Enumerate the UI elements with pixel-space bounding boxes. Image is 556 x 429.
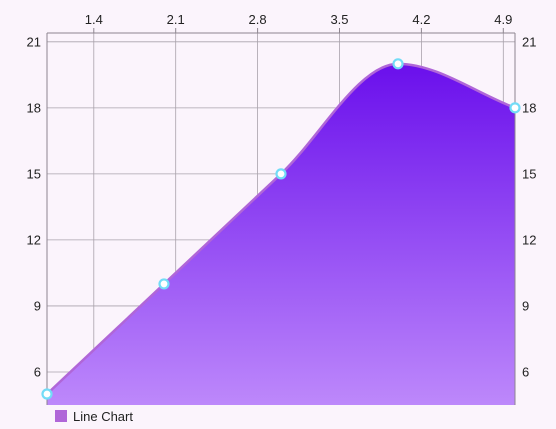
x-tick-label: 4.9 (494, 12, 512, 27)
legend: Line Chart (55, 409, 133, 424)
y-tick-label-right: 12 (522, 232, 536, 247)
y-tick-label-right: 15 (522, 166, 536, 181)
data-point-1 (158, 278, 170, 290)
y-tick-label-left: 9 (34, 298, 41, 313)
area-fill (47, 63, 515, 406)
y-tick-label-right: 9 (522, 298, 529, 313)
y-tick-label-left: 6 (34, 364, 41, 379)
area-layer (46, 62, 516, 406)
y-tick-label-left: 12 (27, 232, 41, 247)
data-point-4 (509, 102, 521, 114)
x-tick-label: 2.1 (167, 12, 185, 27)
y-tick-label-left: 18 (27, 100, 41, 115)
x-tick-label: 4.2 (412, 12, 430, 27)
x-tick-label: 2.8 (249, 12, 267, 27)
markers (41, 58, 521, 400)
x-tick-label: 1.4 (85, 12, 103, 27)
y-tick-label-right: 21 (522, 34, 536, 49)
legend-label: Line Chart (73, 409, 133, 424)
data-point-2 (275, 168, 287, 180)
legend-swatch (55, 410, 67, 422)
x-tick-label: 3.5 (330, 12, 348, 27)
data-point-0 (41, 388, 53, 400)
data-point-3 (392, 58, 404, 70)
y-tick-label-right: 6 (522, 364, 529, 379)
y-tick-label-left: 21 (27, 34, 41, 49)
y-tick-label-left: 15 (27, 166, 41, 181)
y-tick-label-right: 18 (522, 100, 536, 115)
axes: 1.4 2.1 2.8 3.5 4.2 4.9 6 6 9 9 12 12 15 15 18 18 21 21 (27, 12, 536, 405)
